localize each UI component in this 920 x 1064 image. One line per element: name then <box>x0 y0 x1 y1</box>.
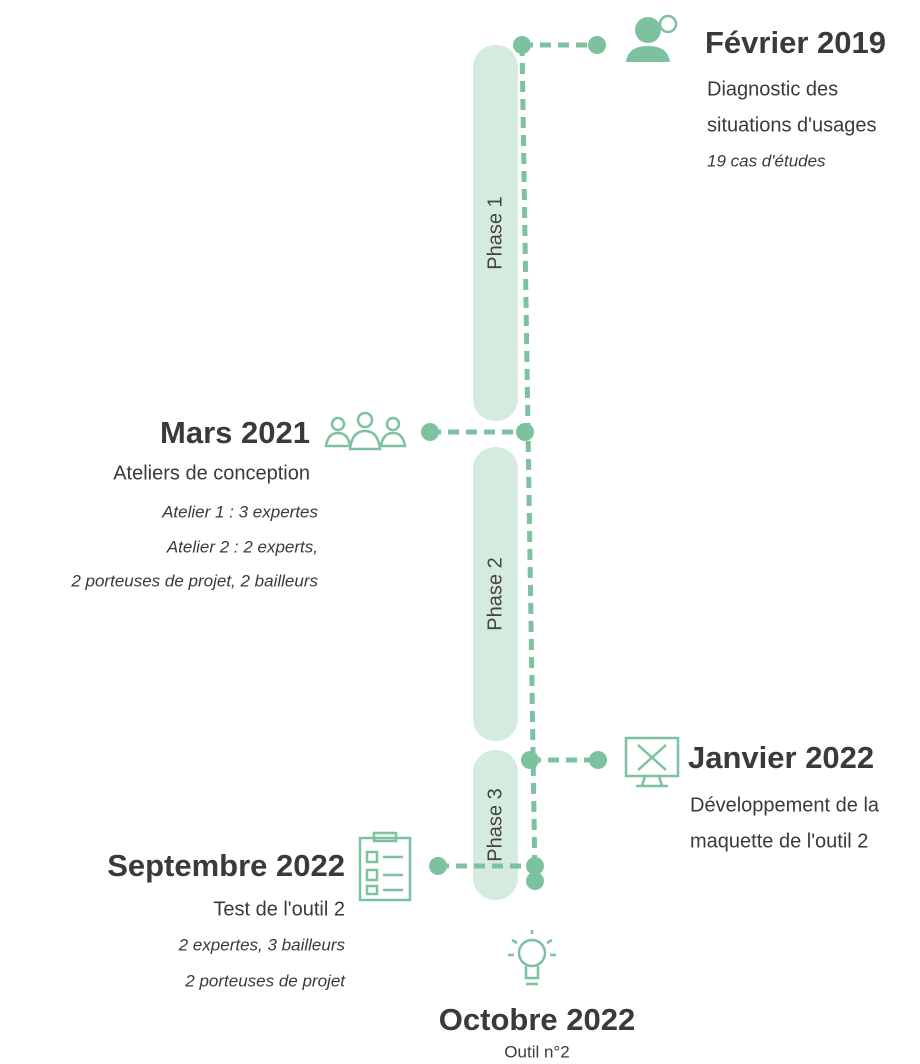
event-date: Septembre 2022 <box>107 848 345 883</box>
phase-pill <box>473 45 518 421</box>
dot <box>421 423 439 441</box>
phase-label: Phase 1 <box>484 196 506 269</box>
icon-person <box>626 14 678 62</box>
dot <box>429 857 447 875</box>
event-date: Février 2019 <box>705 25 886 60</box>
event-detail: 2 porteuses de projet <box>184 971 346 990</box>
phase-pill <box>473 750 518 900</box>
dot <box>521 751 539 769</box>
timeline-axis <box>519 44 538 881</box>
event-date: Mars 2021 <box>160 415 310 450</box>
event-detail: 2 porteuses de projet, 2 bailleurs <box>70 571 318 590</box>
phase-pills <box>473 45 518 900</box>
icon-monitor <box>624 736 680 788</box>
phase-label: Phase 3 <box>484 788 506 861</box>
icon-bulb <box>508 930 556 986</box>
dot <box>588 36 606 54</box>
event-detail: 2 expertes, 3 bailleurs <box>178 935 346 954</box>
dot <box>526 857 544 875</box>
dot <box>526 872 544 890</box>
dots <box>421 36 607 890</box>
event-date: Janvier 2022 <box>688 740 874 775</box>
event-detail: Atelier 2 : 2 experts, <box>166 537 318 556</box>
phase-label: Phase 2 <box>484 557 506 630</box>
icon-clipboard <box>358 831 412 902</box>
final-date: Octobre 2022 <box>439 1002 635 1037</box>
dot <box>513 36 531 54</box>
dot <box>589 751 607 769</box>
dot <box>516 423 534 441</box>
phase-pill <box>473 447 518 741</box>
event-detail: Atelier 1 : 3 expertes <box>161 502 318 521</box>
final-label: Outil n°2 <box>504 1042 569 1061</box>
event-text: Diagnostic des <box>707 78 838 100</box>
event-text: Ateliers de conception <box>113 462 310 484</box>
icon-group <box>324 411 407 451</box>
event-text: maquette de l'outil 2 <box>690 830 868 852</box>
event-text: Développement de la <box>690 794 880 816</box>
event-detail: 19 cas d'études <box>707 151 826 170</box>
event-text: Test de l'outil 2 <box>213 898 345 920</box>
event-text: situations d'usages <box>707 114 876 136</box>
